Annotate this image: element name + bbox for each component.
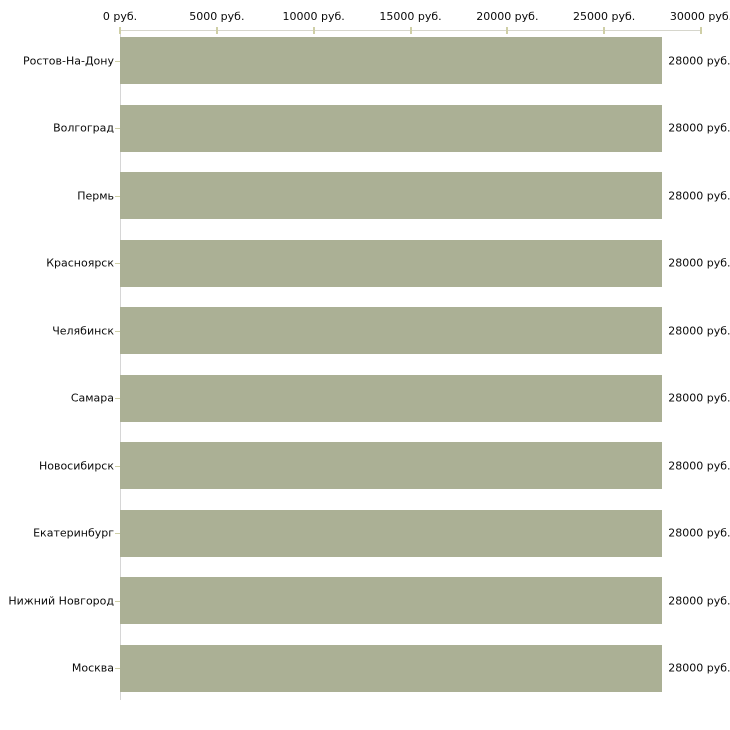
bar bbox=[120, 644, 663, 692]
x-axis-tick-label: 5000 руб. bbox=[189, 10, 245, 23]
x-axis-tick bbox=[409, 27, 412, 34]
category-label: Ростов-На-Дону bbox=[22, 54, 114, 67]
x-axis-tick-label: 25000 руб. bbox=[573, 10, 636, 23]
value-label: 28000 руб. bbox=[668, 391, 730, 405]
category-tick bbox=[115, 263, 120, 264]
x-axis-tick-label: 0 руб. bbox=[102, 10, 138, 23]
category-tick bbox=[115, 668, 120, 669]
bar-row: Екатеринбург 28000 руб. bbox=[0, 509, 730, 557]
bar-row: Пермь 28000 руб. bbox=[0, 172, 730, 219]
x-axis-tick bbox=[603, 27, 606, 34]
category-label: Новосибирск bbox=[38, 459, 114, 472]
value-label: 28000 руб. bbox=[668, 121, 730, 135]
bar-row: Москва 28000 руб. bbox=[0, 644, 730, 692]
category-label: Москва bbox=[71, 661, 114, 675]
category-label: Самара bbox=[70, 391, 114, 405]
bar bbox=[120, 37, 663, 84]
category-tick bbox=[115, 195, 120, 197]
category-tick bbox=[115, 533, 120, 534]
bar bbox=[120, 239, 663, 287]
category-tick bbox=[115, 128, 120, 129]
value-label: 28000 руб. bbox=[668, 661, 730, 675]
x-axis-tick-label: 15000 руб. bbox=[379, 10, 442, 23]
bar bbox=[120, 442, 663, 489]
category-label: Екатеринбург bbox=[33, 526, 114, 540]
value-label: 28000 руб. bbox=[668, 526, 730, 540]
x-axis-tick bbox=[700, 27, 702, 34]
x-axis-tick bbox=[119, 27, 121, 34]
bar-row: Нижний Новгород 28000 руб. bbox=[0, 577, 730, 624]
category-tick bbox=[115, 398, 120, 399]
x-axis-tick bbox=[215, 27, 218, 34]
category-label: Красноярск bbox=[46, 256, 114, 270]
category-tick bbox=[115, 600, 120, 602]
value-label: 28000 руб. bbox=[668, 594, 730, 607]
x-axis-tick bbox=[506, 27, 509, 34]
bar bbox=[120, 577, 663, 624]
x-axis-tick-label: 10000 руб. bbox=[282, 10, 345, 23]
value-label: 28000 руб. bbox=[668, 256, 730, 270]
category-tick bbox=[115, 465, 120, 467]
category-label: Челябинск bbox=[52, 324, 114, 337]
bar bbox=[120, 509, 663, 557]
bar-row: Новосибирск 28000 руб. bbox=[0, 442, 730, 489]
x-axis-tick-label: 20000 руб. bbox=[476, 10, 539, 23]
category-label: Пермь bbox=[77, 189, 114, 202]
y-axis-line bbox=[120, 30, 121, 700]
category-tick bbox=[115, 330, 120, 332]
bar-row: Ростов-На-Дону 28000 руб. bbox=[0, 37, 730, 84]
value-label: 28000 руб. bbox=[668, 324, 730, 337]
bar-row: Красноярск 28000 руб. bbox=[0, 239, 730, 287]
value-label: 28000 руб. bbox=[668, 54, 730, 67]
bar bbox=[120, 307, 663, 354]
x-axis-tick bbox=[312, 27, 315, 34]
value-label: 28000 руб. bbox=[668, 459, 730, 472]
category-tick bbox=[115, 60, 120, 62]
category-label: Нижний Новгород bbox=[8, 594, 114, 607]
bar-row: Волгоград 28000 руб. bbox=[0, 104, 730, 152]
bar-row: Самара 28000 руб. bbox=[0, 374, 730, 422]
bar-row: Челябинск 28000 руб. bbox=[0, 307, 730, 354]
value-label: 28000 руб. bbox=[668, 189, 730, 202]
bar bbox=[120, 374, 663, 422]
x-axis-tick-label: 30000 руб. bbox=[669, 10, 730, 23]
category-label: Волгоград bbox=[53, 121, 114, 135]
bar bbox=[120, 104, 663, 152]
bar bbox=[120, 172, 663, 219]
